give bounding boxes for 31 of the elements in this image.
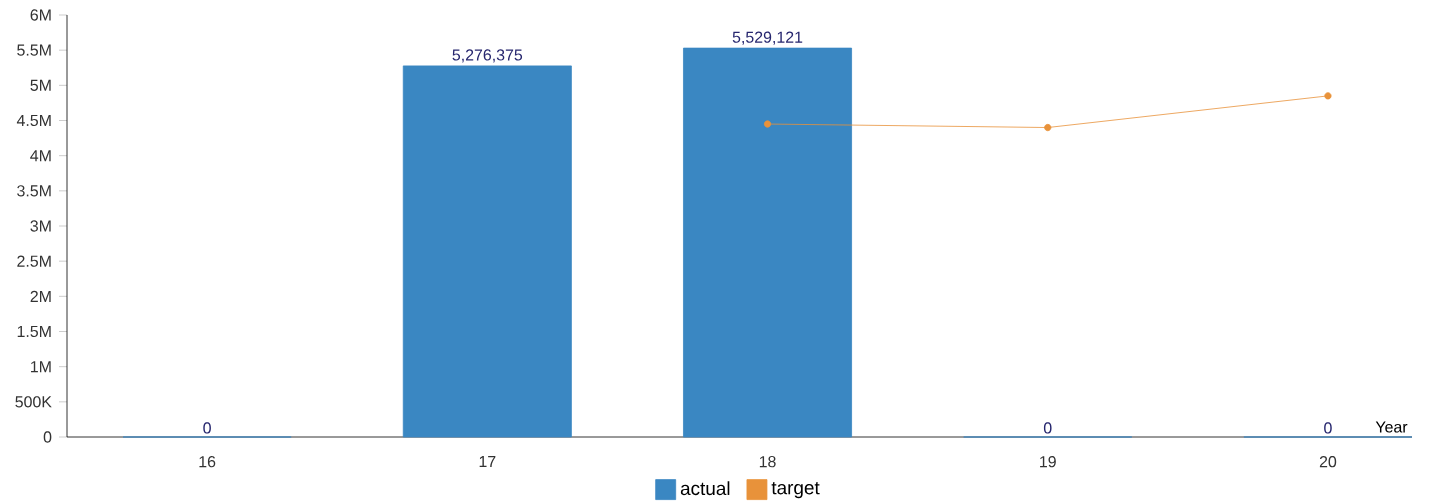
- point: [1324, 92, 1332, 100]
- point: [763, 120, 772, 128]
- y-tick-label: 4.5M: [16, 114, 51, 127]
- y-tick-label: 1M: [31, 361, 51, 373]
- legend-label: target: [771, 481, 820, 499]
- y-tick-label: 0: [43, 431, 52, 443]
- data-label: 5,276,375: [452, 49, 523, 63]
- y-tick-label: 5.5M: [17, 44, 51, 56]
- x-tick-label: 18: [759, 456, 776, 468]
- bar: [402, 65, 572, 438]
- legend-label: actual: [680, 481, 730, 496]
- data-label: 5,529,121: [732, 31, 803, 45]
- x-tick-label: 17: [479, 456, 496, 468]
- data-label: 0: [1043, 422, 1052, 434]
- data-label: 0: [203, 422, 211, 434]
- x-tick-label: 16: [199, 456, 216, 468]
- y-tick-label: 2.5M: [17, 255, 51, 267]
- y-tick-label: 5M: [30, 79, 51, 91]
- y-tick-label: 3.5M: [17, 185, 51, 197]
- y-tick-label: 2M: [30, 290, 51, 302]
- y-tick-label: 500K: [15, 396, 52, 408]
- data-label: 0: [1324, 422, 1332, 434]
- y-tick-label: 1.5M: [17, 325, 51, 338]
- y-tick-label: 3M: [30, 220, 51, 232]
- bar: [683, 47, 852, 438]
- y-tick-label: 6M: [30, 9, 51, 21]
- x-tick-label: 20: [1319, 456, 1337, 468]
- point: [1044, 123, 1052, 132]
- x-tick-label: 19: [1040, 456, 1056, 468]
- x-axis-title: Year: [1375, 421, 1408, 433]
- y-tick-label: 4M: [30, 150, 51, 162]
